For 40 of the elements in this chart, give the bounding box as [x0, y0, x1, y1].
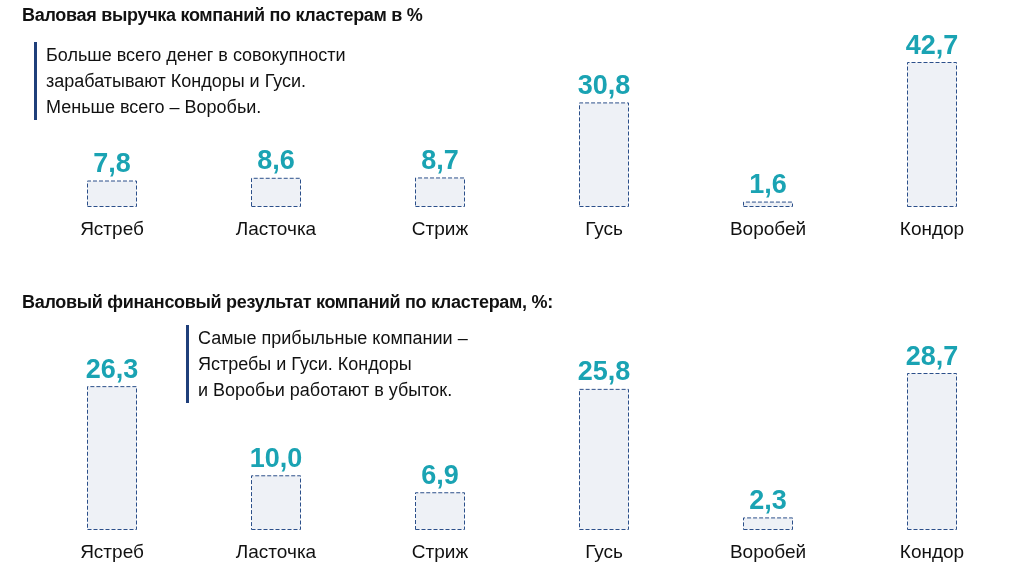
x-tick-label: Кондор [899, 541, 965, 562]
x-tick-label: Ястреб [80, 541, 144, 562]
x-tick-label: Кондор [899, 218, 965, 239]
annotation: Больше всего денег в совокупности зарабатывают Кондоры и Гуси. Меньше всего – Воробьи. [34, 42, 346, 120]
bar [743, 201, 793, 207]
data-label: 8,7 [421, 144, 459, 175]
x-tick-label: Воробей [729, 218, 807, 239]
bar [579, 102, 629, 207]
bar [415, 492, 465, 530]
data-label: 8,6 [257, 145, 295, 176]
chart-title: Валовая выручка компаний по кластерам в % [22, 5, 423, 26]
x-tick-label: Ястреб [80, 218, 144, 239]
data-label: 25,8 [577, 356, 631, 387]
x-tick-label: Ласточка [235, 218, 317, 239]
data-label: 28,7 [905, 340, 959, 371]
bar [87, 386, 137, 530]
bar [907, 373, 957, 530]
data-label: 1,6 [749, 169, 787, 200]
data-label: 7,8 [93, 148, 131, 179]
x-tick-label: Ласточка [235, 541, 317, 562]
data-label: 2,3 [749, 484, 787, 515]
bar [579, 388, 629, 530]
bar [251, 475, 301, 530]
data-label: 42,7 [905, 29, 959, 60]
data-label: 30,8 [577, 69, 631, 100]
x-tick-label: Стриж [411, 218, 469, 239]
bar [907, 62, 957, 207]
bar [743, 517, 793, 530]
data-label: 26,3 [85, 353, 139, 384]
bar [87, 180, 137, 207]
x-tick-label: Гусь [585, 541, 623, 562]
bar [415, 177, 465, 207]
chart-title: Валовый финансовый результат компаний по кластерам, %: [22, 292, 553, 313]
x-tick-label: Воробей [729, 541, 807, 562]
bar [251, 177, 301, 207]
annotation: Самые прибыльные компании – Ястребы и Гуси. Кондоры и Воробьи работают в убыток. [186, 325, 468, 403]
x-tick-label: Гусь [585, 218, 623, 239]
x-tick-label: Стриж [411, 541, 469, 562]
data-label: 10,0 [249, 442, 303, 473]
data-label: 6,9 [421, 459, 459, 490]
